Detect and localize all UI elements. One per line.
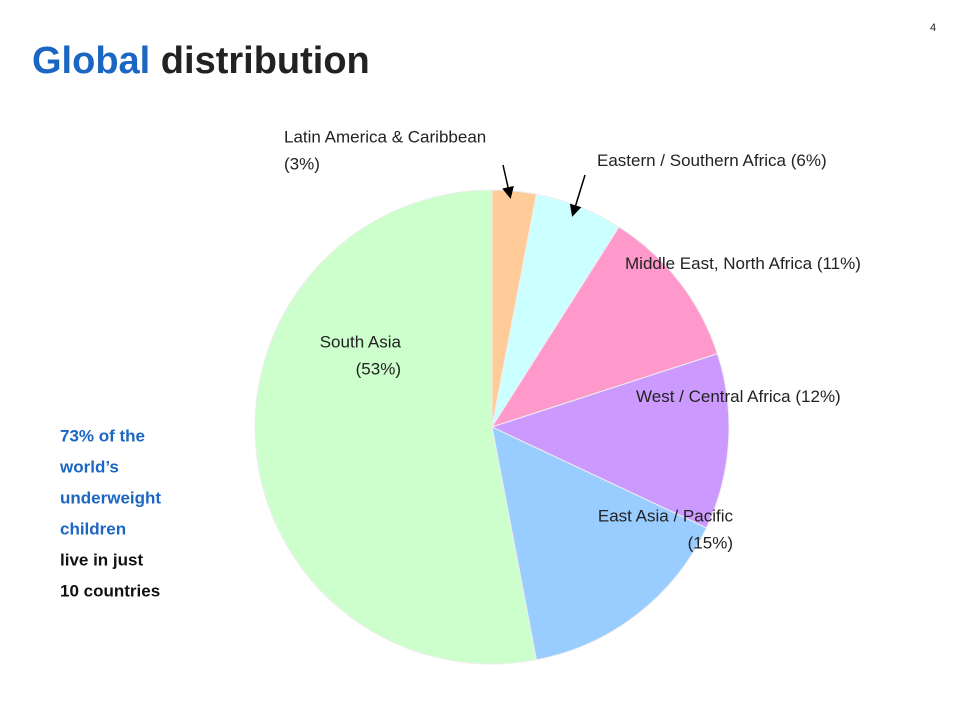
pie-slice — [491, 426, 708, 661]
chart-title: Global distribution — [32, 40, 370, 82]
slice-category: West / Central Africa — [636, 387, 791, 406]
slice-category: Eastern / Southern Africa — [597, 151, 787, 170]
slice-value-label: (15%) — [688, 533, 733, 552]
slice-category: Middle East, North Africa — [625, 254, 813, 273]
slice-label: Middle East, North Africa (11%) — [625, 254, 861, 273]
slice-value-label: (53%) — [356, 359, 401, 378]
slice-label: Eastern / Southern Africa (6%) — [597, 151, 827, 170]
pie-slice — [254, 189, 537, 665]
slice-value-label: (12%) — [795, 387, 840, 406]
leader-arrow — [502, 164, 514, 199]
slice-value-label: (6%) — [791, 151, 827, 170]
leader-arrow — [569, 174, 586, 217]
pie-slice — [490, 353, 730, 529]
slice-label: South Asia — [320, 332, 402, 351]
slice-label: West / Central Africa (12%) — [636, 387, 841, 406]
annotation-highlight: 73% of the — [60, 426, 145, 445]
slice-label: East Asia / Pacific — [598, 506, 734, 525]
slice-value-label: (11%) — [817, 254, 861, 273]
annotation-highlight: children — [60, 519, 126, 538]
page-number: 4 — [930, 22, 936, 34]
title-highlight: Global — [32, 40, 150, 82]
annotation-text: 10 countries — [60, 581, 160, 600]
pie-slice — [490, 226, 719, 428]
annotation-highlight: world’s — [59, 457, 119, 476]
slice-value-label: (3%) — [284, 154, 320, 173]
annotation-highlight: underweight — [60, 488, 161, 507]
title-rest: distribution — [161, 40, 370, 82]
slice-label: Latin America & Caribbean — [284, 127, 486, 146]
annotation-text: live in just — [60, 550, 143, 569]
